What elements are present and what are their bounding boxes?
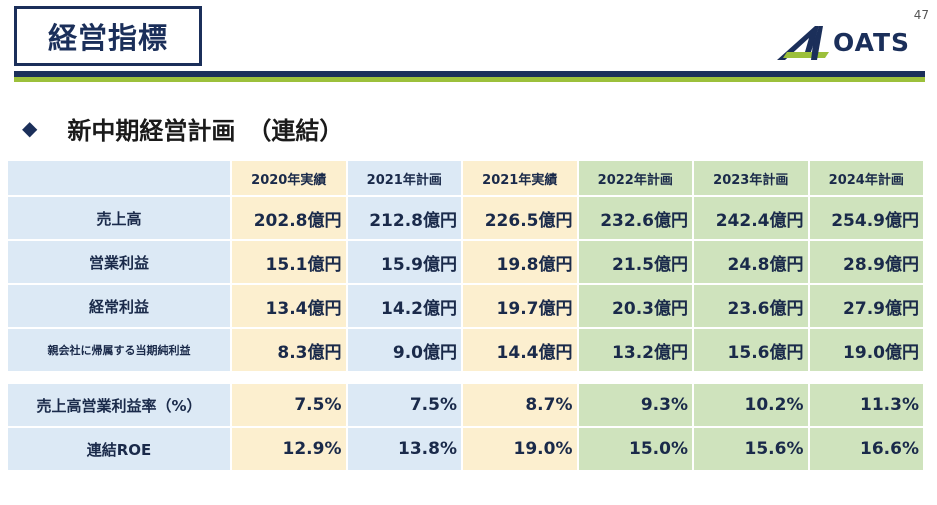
table-row: 売上高 202.8億円 212.8億円 226.5億円 232.6億円 242.… [8, 197, 923, 239]
page-title: 経営指標 [47, 21, 168, 55]
table-cell: 226.5億円 [463, 197, 577, 239]
table-cell: 11.3% [809, 384, 923, 426]
table-cell: 9.3% [578, 384, 692, 426]
header-corner-cell [8, 161, 230, 195]
header-band-green [14, 77, 925, 82]
table-row: 売上高営業利益率（%） 7.5% 7.5% 8.7% 9.3% 10.2% 11… [8, 384, 923, 426]
column-header: 2023年計画 [694, 161, 808, 195]
column-header: 2022年計画 [578, 161, 692, 195]
table-cell: 8.3億円 [232, 329, 346, 371]
table-cell: 27.9億円 [809, 285, 923, 327]
table-cell: 28.9億円 [809, 241, 923, 283]
table-cell: 14.2億円 [347, 285, 461, 327]
kpi-table: 2020年実績 2021年計画 2021年実績 2022年計画 2023年計画 … [6, 159, 925, 472]
section-heading-text: 新中期経営計画 （連結） [67, 116, 344, 145]
table-cell: 16.6% [809, 428, 923, 470]
table-cell: 15.6億円 [694, 329, 808, 371]
table-cell: 19.7億円 [463, 285, 577, 327]
header-band-blue [14, 71, 925, 77]
table-cell: 7.5% [347, 384, 461, 426]
table-cell: 23.6億円 [694, 285, 808, 327]
table-cell: 7.5% [232, 384, 346, 426]
page-title-box: 経営指標 [14, 6, 202, 66]
table-row: 親会社に帰属する当期純利益 8.3億円 9.0億円 14.4億円 13.2億円 … [8, 329, 923, 371]
table-spacer [8, 373, 923, 382]
row-label: 連結ROE [8, 428, 230, 470]
table-cell: 21.5億円 [578, 241, 692, 283]
table-cell: 8.7% [463, 384, 577, 426]
page-number: 47 [913, 8, 929, 22]
column-header: 2024年計画 [809, 161, 923, 195]
table-row: 経常利益 13.4億円 14.2億円 19.7億円 20.3億円 23.6億円 … [8, 285, 923, 327]
table-cell: 12.9% [232, 428, 346, 470]
column-header: 2021年実績 [463, 161, 577, 195]
table-cell: 15.1億円 [232, 241, 346, 283]
table-cell: 15.6% [694, 428, 808, 470]
table-header-row: 2020年実績 2021年計画 2021年実績 2022年計画 2023年計画 … [8, 161, 923, 195]
logo-text: OATS [833, 28, 911, 57]
table-cell: 19.0% [463, 428, 577, 470]
table-cell: 10.2% [694, 384, 808, 426]
table-cell: 202.8億円 [232, 197, 346, 239]
column-header: 2021年計画 [347, 161, 461, 195]
table-cell: 15.9億円 [347, 241, 461, 283]
table-cell: 19.8億円 [463, 241, 577, 283]
table-cell: 9.0億円 [347, 329, 461, 371]
table-cell: 24.8億円 [694, 241, 808, 283]
table-cell: 232.6億円 [578, 197, 692, 239]
row-label: 親会社に帰属する当期純利益 [8, 329, 230, 371]
row-label: 売上高営業利益率（%） [8, 384, 230, 426]
row-label: 経常利益 [8, 285, 230, 327]
table-row: 営業利益 15.1億円 15.9億円 19.8億円 21.5億円 24.8億円 … [8, 241, 923, 283]
row-label: 売上高 [8, 197, 230, 239]
section-heading: ◆ 新中期経営計画 （連結） [22, 110, 343, 146]
table-cell: 254.9億円 [809, 197, 923, 239]
table-cell: 13.2億円 [578, 329, 692, 371]
table-cell: 20.3億円 [578, 285, 692, 327]
table-row: 連結ROE 12.9% 13.8% 19.0% 15.0% 15.6% 16.6… [8, 428, 923, 470]
row-label: 営業利益 [8, 241, 230, 283]
table-cell: 13.4億円 [232, 285, 346, 327]
table-cell: 13.8% [347, 428, 461, 470]
table-cell: 14.4億円 [463, 329, 577, 371]
column-header: 2020年実績 [232, 161, 346, 195]
table-cell: 15.0% [578, 428, 692, 470]
table-cell: 212.8億円 [347, 197, 461, 239]
table-cell: 242.4億円 [694, 197, 808, 239]
diamond-bullet-icon: ◆ [22, 116, 38, 140]
table-cell: 19.0億円 [809, 329, 923, 371]
oats-logo-icon [777, 26, 829, 60]
